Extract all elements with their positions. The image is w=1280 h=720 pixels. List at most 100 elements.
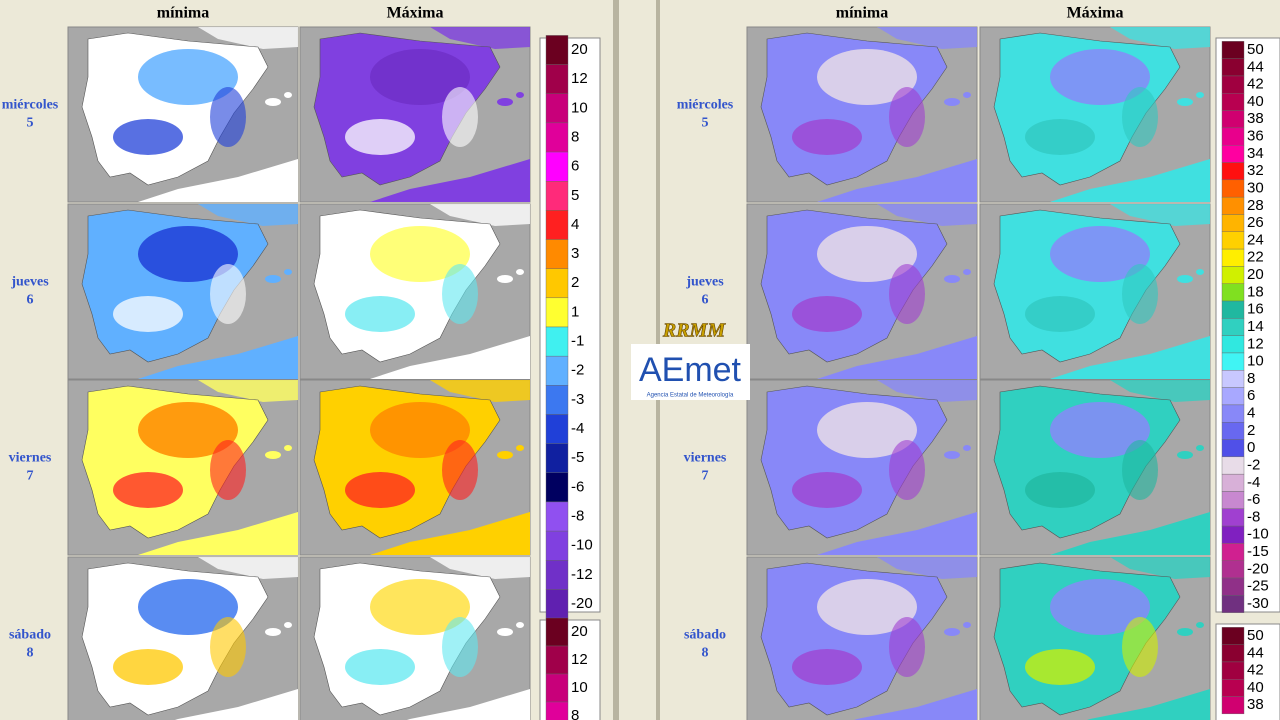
legend-swatch — [545, 385, 569, 415]
map-france — [198, 557, 298, 579]
legend-label: -4 — [1247, 474, 1260, 491]
map-africa — [370, 336, 530, 379]
legend-swatch — [1221, 75, 1245, 94]
map-area — [442, 617, 478, 677]
legend-label: 2 — [571, 274, 579, 291]
legend-swatch — [1221, 473, 1245, 492]
day-name: viernes — [9, 451, 52, 466]
legend-label: 20 — [1247, 266, 1264, 283]
map-area — [792, 472, 862, 508]
legend-swatch — [545, 93, 569, 124]
map-africa — [1086, 689, 1210, 720]
map-area — [138, 226, 238, 282]
legend-swatch — [545, 414, 569, 444]
day-number: 6 — [702, 293, 709, 308]
legend-swatch — [1221, 543, 1245, 561]
map-island — [516, 269, 524, 275]
legend-label: 32 — [1247, 162, 1264, 179]
legend-label: 34 — [1247, 145, 1264, 162]
legend-label: 38 — [1247, 110, 1264, 127]
map-area — [1025, 119, 1095, 155]
day-number: 6 — [27, 293, 34, 308]
map-area — [345, 472, 415, 508]
column-header: mínima — [836, 5, 888, 22]
map-africa — [817, 336, 977, 379]
map-france — [1110, 204, 1210, 226]
forecast-map — [979, 379, 1211, 556]
legend-label: -15 — [1247, 543, 1269, 560]
day-name: jueves — [10, 275, 49, 290]
legend-label: -8 — [1247, 508, 1260, 525]
legend-swatch — [1221, 214, 1245, 232]
map-area — [817, 49, 917, 105]
map-area — [1025, 649, 1095, 685]
map-france — [430, 27, 530, 49]
forecast-map — [746, 203, 978, 380]
map-area — [210, 87, 246, 147]
legend-swatch — [1221, 162, 1245, 181]
map-france — [877, 380, 977, 402]
map-area — [138, 579, 238, 635]
legend-label: 4 — [571, 216, 579, 233]
legend-label: 40 — [1247, 93, 1264, 110]
map-island — [284, 445, 292, 451]
map-france — [877, 27, 977, 49]
legend-label: 44 — [1247, 58, 1264, 75]
forecast-map — [67, 379, 299, 556]
legend-label: 1 — [571, 303, 579, 320]
legend-label: 38 — [1247, 696, 1264, 713]
map-area — [113, 296, 183, 332]
map-island — [265, 628, 281, 636]
legend-swatch — [545, 268, 569, 299]
map-area — [1122, 264, 1158, 324]
logo-brand: AEmet — [639, 351, 742, 389]
map-africa — [370, 159, 530, 202]
legend-label: 8 — [571, 707, 579, 720]
day-name: jueves — [685, 275, 724, 290]
legend-swatch — [1221, 627, 1245, 645]
map-island — [1177, 628, 1193, 636]
map-area — [1122, 440, 1158, 500]
map-africa — [1050, 512, 1210, 555]
map-island — [265, 98, 281, 106]
map-africa — [138, 512, 298, 555]
map-france — [1110, 380, 1210, 402]
forecast-map — [67, 203, 299, 380]
legend-label: -2 — [571, 362, 584, 379]
map-africa — [138, 336, 298, 379]
map-island — [1196, 622, 1204, 628]
logo-title: RRMM — [662, 320, 726, 342]
map-france — [430, 557, 530, 579]
legend-swatch — [1221, 266, 1245, 284]
legend-swatch — [1221, 231, 1245, 250]
forecast-map — [746, 556, 978, 720]
day-number: 5 — [27, 116, 34, 131]
map-island — [265, 451, 281, 459]
map-island — [1177, 451, 1193, 459]
legend-label: -6 — [571, 478, 584, 495]
legend-label: 10 — [571, 679, 588, 696]
map-france — [877, 204, 977, 226]
legend-swatch — [545, 239, 569, 269]
map-area — [345, 649, 415, 685]
legend-swatch — [545, 472, 569, 503]
map-africa — [817, 159, 977, 202]
map-island — [284, 622, 292, 628]
logo: RRMM AEmet Agencia Estatal de Meteorolog… — [631, 319, 750, 400]
map-area — [817, 402, 917, 458]
legend-swatch — [545, 151, 569, 182]
legend-label: 10 — [571, 99, 588, 116]
legend-label: -3 — [571, 391, 584, 408]
day-number: 7 — [27, 469, 34, 484]
legend-swatch — [545, 701, 569, 720]
map-france — [1110, 557, 1210, 579]
legend-swatch — [1221, 508, 1245, 527]
map-area — [1025, 296, 1095, 332]
map-island — [497, 98, 513, 106]
legend-label: 26 — [1247, 214, 1264, 231]
map-island — [1177, 98, 1193, 106]
map-area — [370, 49, 470, 105]
map-area — [889, 617, 925, 677]
legend-swatch — [1221, 422, 1245, 440]
